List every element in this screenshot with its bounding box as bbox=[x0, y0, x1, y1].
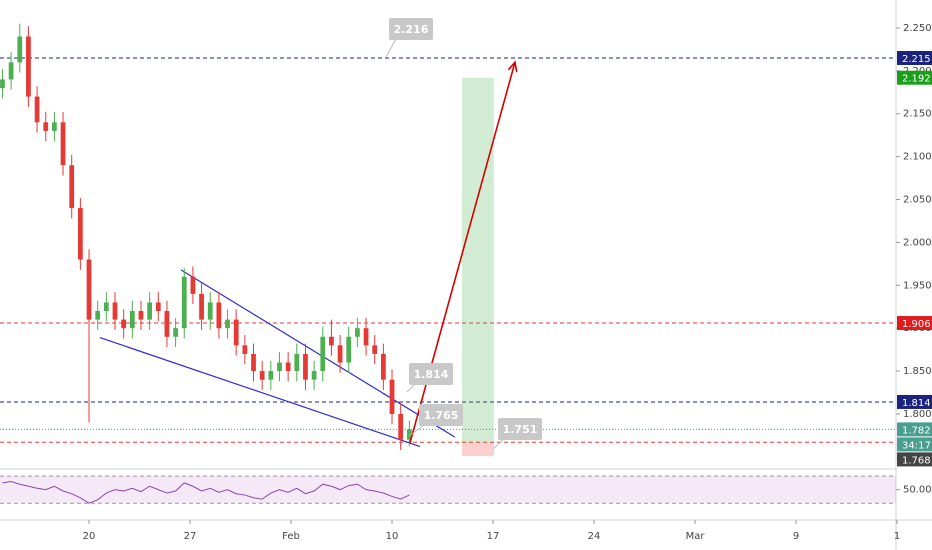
callout-label: 2.216 bbox=[394, 23, 429, 36]
price-badge bbox=[897, 422, 932, 437]
candle-body bbox=[225, 319, 230, 329]
price-badge-label: 1.906 bbox=[902, 319, 931, 330]
wedge-line bbox=[99, 337, 421, 448]
candle-body bbox=[121, 319, 127, 329]
x-tick-label: 1 bbox=[894, 531, 900, 542]
candle-body bbox=[138, 311, 144, 320]
countdown-label: 34:17 bbox=[902, 440, 931, 451]
candle-body bbox=[294, 353, 300, 372]
candle-body bbox=[155, 302, 161, 312]
y-tick-label: 2.100 bbox=[903, 152, 932, 163]
price-badge-label: 2.192 bbox=[902, 74, 931, 85]
callout-box bbox=[409, 363, 453, 385]
candle-body bbox=[303, 353, 308, 380]
callout-pointer bbox=[385, 36, 398, 58]
candle-body bbox=[380, 353, 386, 380]
callout-box bbox=[498, 418, 542, 440]
y-tick-label: 1.800 bbox=[903, 409, 932, 420]
candle-body bbox=[242, 345, 248, 354]
candle-body bbox=[346, 336, 352, 363]
callout-label: 1.765 bbox=[424, 409, 459, 422]
target-zone bbox=[462, 77, 494, 443]
callout-box bbox=[389, 18, 433, 40]
y-tick-label: 2.050 bbox=[903, 195, 932, 206]
price-badge bbox=[897, 50, 932, 65]
wedge-line bbox=[180, 269, 456, 438]
price-badge-label: 1.768 bbox=[902, 455, 931, 466]
callout-label: 1.751 bbox=[503, 423, 538, 436]
x-tick-label: 17 bbox=[487, 531, 500, 542]
candle-body bbox=[389, 379, 395, 414]
candle-body bbox=[52, 122, 57, 131]
price-badge bbox=[897, 70, 932, 85]
y-tick-label: 1.850 bbox=[903, 366, 932, 377]
candle-body bbox=[259, 371, 265, 380]
y-tick-label: 2.250 bbox=[903, 23, 932, 34]
candle-body bbox=[164, 311, 170, 337]
candle-body bbox=[190, 276, 196, 294]
candle-body bbox=[95, 311, 101, 320]
candle-body bbox=[147, 302, 153, 320]
y-tick-label: 2.150 bbox=[903, 109, 932, 120]
y-tick-label: 1.950 bbox=[903, 280, 932, 291]
candle-body bbox=[233, 319, 239, 346]
y-tick-label: 2.000 bbox=[903, 237, 932, 248]
candle-body bbox=[311, 371, 317, 380]
price-badge bbox=[897, 452, 932, 467]
candle-body bbox=[77, 208, 83, 260]
candle-body bbox=[277, 362, 282, 372]
callout-box bbox=[419, 404, 463, 426]
candle-body bbox=[337, 345, 343, 363]
x-tick-label: 10 bbox=[386, 531, 399, 542]
x-tick-label: 20 bbox=[83, 531, 96, 542]
candle-body bbox=[112, 302, 118, 320]
price-badge-label: 2.215 bbox=[902, 54, 931, 65]
candle-body bbox=[251, 353, 256, 372]
candle-body bbox=[207, 302, 213, 320]
candle-body bbox=[363, 328, 369, 346]
candle-body bbox=[320, 336, 326, 372]
candle-body bbox=[216, 302, 222, 329]
callout-label: 1.814 bbox=[414, 368, 449, 381]
candle-body bbox=[406, 429, 412, 440]
rsi-tick-label: 50.00 bbox=[903, 485, 932, 496]
price-badge bbox=[897, 316, 932, 331]
candle-body bbox=[268, 371, 274, 380]
candle-body bbox=[372, 345, 378, 354]
candle-body bbox=[43, 122, 49, 131]
candle-body bbox=[329, 336, 334, 346]
x-tick-label: 27 bbox=[184, 531, 197, 542]
stop-zone bbox=[462, 442, 494, 456]
candle-body bbox=[34, 96, 40, 123]
x-tick-label: Mar bbox=[686, 531, 706, 542]
candle-body bbox=[199, 293, 204, 320]
candle-body bbox=[86, 259, 92, 320]
candle-body bbox=[0, 79, 5, 89]
price-badge bbox=[897, 394, 932, 409]
candle-body bbox=[173, 328, 178, 337]
candle-body bbox=[26, 36, 31, 97]
candle-body bbox=[355, 328, 360, 337]
price-badge-label: 1.814 bbox=[902, 398, 931, 409]
candle-body bbox=[181, 276, 187, 329]
candle-body bbox=[398, 413, 404, 440]
rsi-line bbox=[2, 481, 410, 504]
rsi-band bbox=[0, 476, 896, 504]
candle-body bbox=[8, 62, 14, 80]
price-badge-label: 1.782 bbox=[902, 425, 931, 436]
candle-body bbox=[69, 165, 75, 209]
countdown-badge bbox=[897, 437, 932, 452]
candle-body bbox=[129, 311, 135, 329]
candle-body bbox=[285, 362, 291, 372]
arrow-head bbox=[507, 60, 518, 73]
x-tick-label: 9 bbox=[793, 531, 799, 542]
candle-body bbox=[60, 122, 66, 166]
x-tick-label: Feb bbox=[282, 531, 300, 542]
x-tick-label: 24 bbox=[588, 531, 601, 542]
candle-body bbox=[17, 36, 23, 63]
candle-body bbox=[103, 302, 109, 312]
